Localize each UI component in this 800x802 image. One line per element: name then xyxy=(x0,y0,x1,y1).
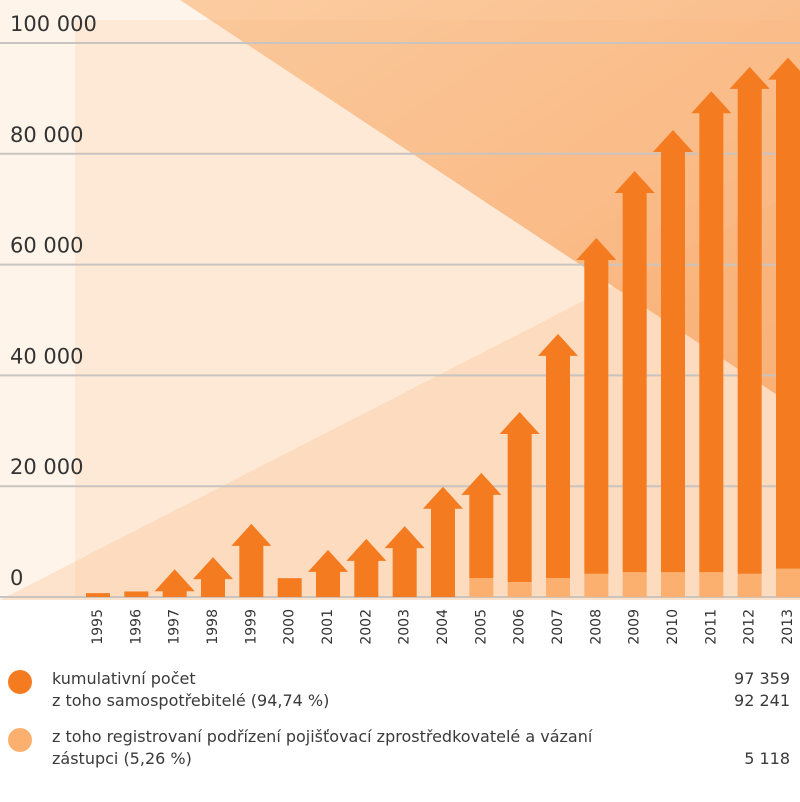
y-tick-label: 40 000 xyxy=(10,344,83,368)
x-tick-label: 2011 xyxy=(703,609,719,645)
x-tick-label: 2013 xyxy=(780,609,796,645)
x-tick-label: 2003 xyxy=(397,609,413,645)
x-tick-label: 2012 xyxy=(742,609,758,645)
bar xyxy=(469,578,493,597)
legend: kumulativní počet 97 359 z toho samospot… xyxy=(0,668,800,770)
x-tick-label: 2010 xyxy=(665,609,681,645)
bar xyxy=(508,582,532,597)
x-tick-label: 1997 xyxy=(167,609,183,645)
legend-item: kumulativní počet 97 359 z toho samospot… xyxy=(0,668,612,712)
legend-value: 97 359 xyxy=(620,668,790,690)
legend-label: kumulativní počet xyxy=(52,668,612,690)
x-tick-label: 2004 xyxy=(435,609,451,645)
y-tick-label: 60 000 xyxy=(10,234,83,258)
page: {"chart_data":{"type":"bar","stacked":tr… xyxy=(0,0,800,802)
bar xyxy=(86,593,110,597)
x-tick-label: 2001 xyxy=(320,609,336,645)
bar xyxy=(124,591,148,597)
legend-label: z toho samospotřebitelé (94,74 %) xyxy=(52,690,612,712)
y-tick-label: 80 000 xyxy=(10,123,83,147)
x-tick-label: 2000 xyxy=(282,609,298,645)
x-tick-label: 2008 xyxy=(588,609,604,645)
bar xyxy=(546,578,570,597)
x-tick-label: 2005 xyxy=(473,609,489,645)
legend-marker xyxy=(8,728,32,752)
bar xyxy=(738,574,762,597)
bar xyxy=(623,572,647,597)
x-tick-label: 1999 xyxy=(243,609,259,645)
bar xyxy=(278,578,302,597)
bar xyxy=(661,572,685,597)
x-tick-label: 2007 xyxy=(550,609,566,645)
y-tick-label: 100 000 xyxy=(10,12,97,36)
x-tick-label: 2006 xyxy=(512,609,528,645)
legend-value: 92 241 xyxy=(620,690,790,712)
x-tick-label: 1998 xyxy=(205,609,221,645)
x-tick-label: 1996 xyxy=(128,609,144,645)
bar xyxy=(776,569,800,597)
x-tick-label: 2002 xyxy=(358,609,374,645)
bar xyxy=(584,574,608,597)
y-tick-label: 20 000 xyxy=(10,455,83,479)
legend-item: z toho registrovaní podřízení pojišťovac… xyxy=(0,726,612,770)
bar xyxy=(699,572,723,597)
chart: 0 20 000 40 000 60 000 80 000 100 000 1995 1996… xyxy=(0,0,800,660)
y-tick-label: 0 xyxy=(10,566,23,590)
legend-value: 5 118 xyxy=(620,748,790,770)
x-tick-label: 2009 xyxy=(627,609,643,645)
legend-label: z toho registrovaní podřízení pojišťovac… xyxy=(52,726,612,770)
x-tick-label: 1995 xyxy=(90,609,106,645)
legend-marker xyxy=(8,670,32,694)
